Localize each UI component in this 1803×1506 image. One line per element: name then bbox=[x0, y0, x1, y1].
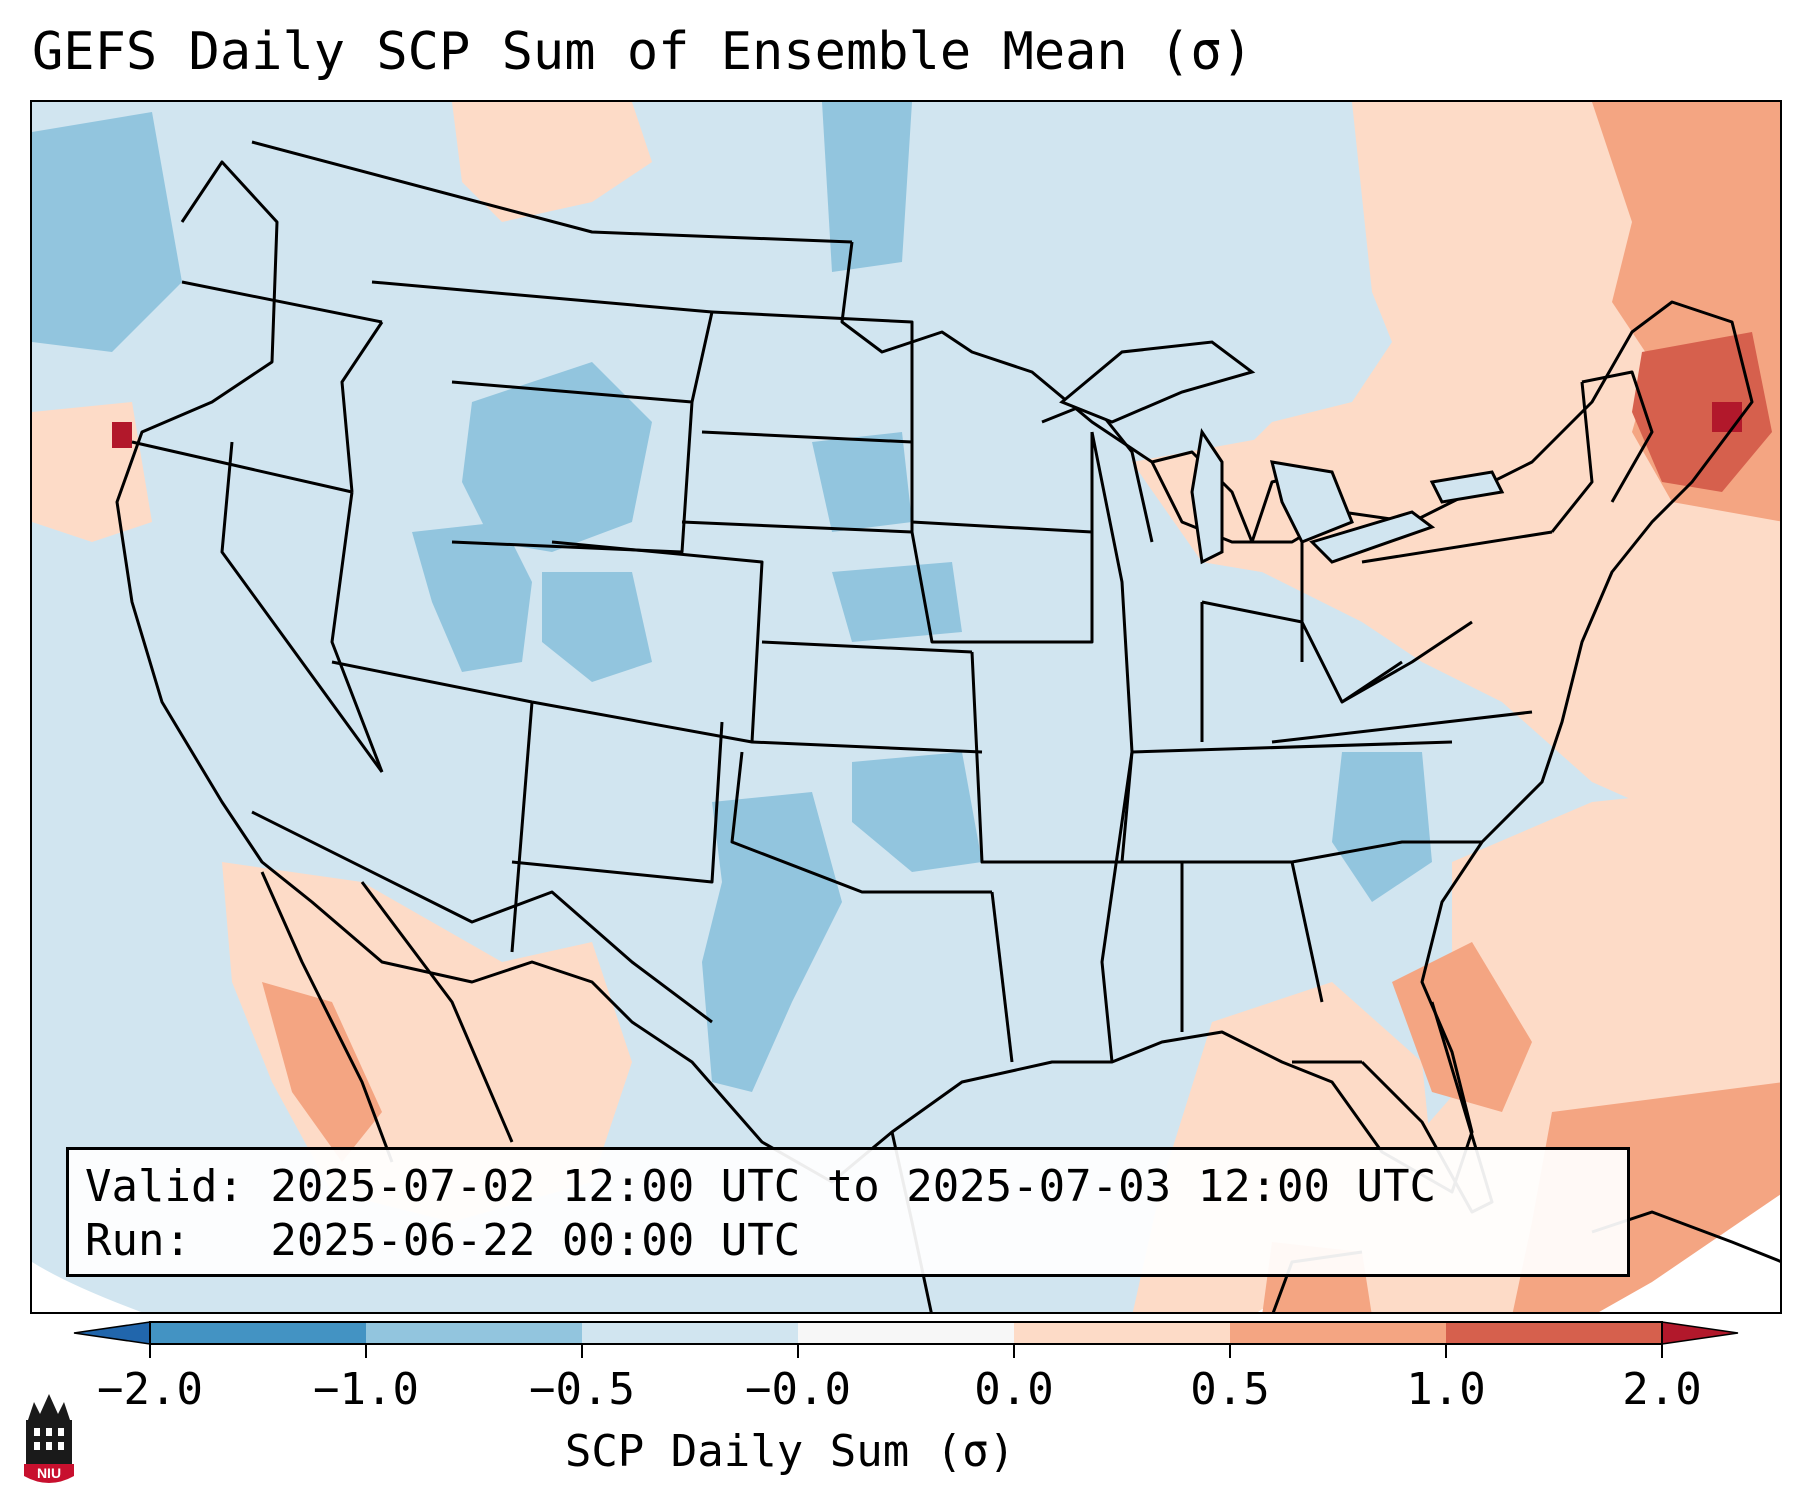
tick-label-pos-0-5: 0.5 bbox=[1190, 1364, 1270, 1415]
new-england bbox=[1581, 370, 1654, 503]
new-england-peak bbox=[1712, 402, 1742, 432]
mn-iowa bbox=[910, 432, 1094, 534]
colorbar-segment bbox=[582, 1322, 798, 1344]
tick-label-pos-0-0: 0.0 bbox=[974, 1364, 1054, 1415]
dakotas bbox=[681, 310, 914, 534]
va-nc bbox=[1271, 710, 1533, 744]
canada-border bbox=[251, 140, 853, 244]
scp-map-svg bbox=[32, 102, 1780, 1312]
nc-sc bbox=[1291, 840, 1482, 864]
map-corner-blank bbox=[32, 1262, 142, 1312]
lake-huron bbox=[1269, 460, 1354, 544]
texas-negative bbox=[702, 792, 842, 1092]
pa-ny bbox=[1361, 530, 1553, 564]
bc-coast-negative bbox=[32, 112, 182, 352]
oklahoma-texas bbox=[730, 751, 992, 894]
lake-erie bbox=[1309, 510, 1436, 564]
washington-oregon bbox=[181, 280, 383, 324]
tick-label-neg-0-5: −0.5 bbox=[529, 1364, 635, 1415]
tn-ky bbox=[1131, 740, 1453, 754]
colorbar-extend-high bbox=[1661, 1321, 1739, 1345]
georgia-negative bbox=[1332, 752, 1432, 902]
colorbar-outline bbox=[149, 1321, 1663, 1345]
baja bbox=[260, 871, 394, 1163]
lake-michigan bbox=[1190, 428, 1224, 565]
tick-label-neg-1: −1.0 bbox=[313, 1364, 419, 1415]
colorbar bbox=[73, 1321, 1739, 1358]
colorado-negative bbox=[542, 572, 652, 682]
arizona-nm bbox=[510, 701, 534, 953]
ny-vt bbox=[1550, 381, 1594, 533]
colorbar-segment bbox=[150, 1322, 366, 1344]
baja-strong-anomaly bbox=[262, 982, 382, 1162]
niu-logo-icon: NIU bbox=[24, 1394, 74, 1483]
wyoming bbox=[451, 380, 694, 554]
tick-label-pos-2: 2.0 bbox=[1622, 1364, 1702, 1415]
tick-label-neg-2: −2.0 bbox=[97, 1364, 203, 1415]
oregon-idaho bbox=[131, 440, 353, 494]
dakota-negative bbox=[812, 432, 912, 532]
logo-text: NIU bbox=[37, 1465, 61, 1481]
gulf-florida-anomaly bbox=[1392, 942, 1532, 1112]
tick-label-neg-0-0: −0.0 bbox=[745, 1364, 851, 1415]
nebraska-negative bbox=[832, 562, 962, 642]
colorbar-segment bbox=[1014, 1322, 1230, 1344]
oregon-coast-peak bbox=[112, 422, 132, 448]
run-time-line: Run: 2025-06-22 00:00 UTC bbox=[85, 1215, 801, 1266]
oklahoma-negative bbox=[852, 752, 982, 872]
pacific-nw-anomaly bbox=[32, 402, 152, 542]
colorbar-segment bbox=[798, 1322, 1014, 1344]
pennsylvania-anomaly bbox=[1412, 502, 1592, 602]
mo-ark bbox=[970, 651, 1134, 864]
nd-sd bbox=[701, 430, 913, 444]
montana-dakota-negative bbox=[822, 102, 912, 272]
nevada-utah bbox=[330, 491, 384, 773]
wisconsin bbox=[1041, 400, 1154, 543]
negative-anomaly-regions bbox=[32, 102, 1432, 1092]
mexico-coast bbox=[360, 881, 514, 1143]
wv-va bbox=[1341, 620, 1473, 704]
idaho-montana bbox=[340, 321, 384, 493]
colorbar-segment bbox=[1230, 1322, 1446, 1344]
tick-label-pos-1: 1.0 bbox=[1406, 1364, 1486, 1415]
colorbar-segment bbox=[1446, 1322, 1662, 1344]
iowa-mo bbox=[910, 531, 1094, 644]
utah-negative bbox=[412, 522, 532, 672]
map-title: GEFS Daily SCP Sum of Ensemble Mean (σ) bbox=[32, 22, 1253, 82]
lake-ontario bbox=[1429, 470, 1505, 504]
ohio-valley bbox=[1201, 600, 1403, 704]
great-lakes bbox=[1059, 340, 1505, 565]
california-nevada bbox=[220, 441, 384, 773]
texas-louisiana bbox=[990, 891, 1014, 1063]
wyoming-negative bbox=[462, 362, 652, 552]
colorbar-extend-low bbox=[73, 1321, 151, 1345]
state-boundaries bbox=[115, 140, 1780, 1312]
nm-texas bbox=[511, 721, 724, 884]
valid-info-box: Valid: 2025-07-02 12:00 UTC to 2025-07-0… bbox=[66, 1147, 1630, 1277]
nebraska-kansas bbox=[761, 640, 973, 654]
colorbar-label: SCP Daily Sum (σ) bbox=[564, 1426, 1016, 1477]
colorbar-segment bbox=[366, 1322, 582, 1344]
utah-arizona bbox=[331, 660, 533, 704]
valid-time-line: Valid: 2025-07-02 12:00 UTC to 2025-07-0… bbox=[85, 1161, 1437, 1212]
mexico-border bbox=[251, 810, 713, 1024]
kansas-oklahoma bbox=[751, 740, 983, 754]
map-panel[interactable] bbox=[30, 100, 1782, 1314]
canada-anomaly bbox=[452, 102, 652, 222]
lake-superior bbox=[1059, 340, 1256, 424]
new-england-max bbox=[1632, 332, 1772, 492]
